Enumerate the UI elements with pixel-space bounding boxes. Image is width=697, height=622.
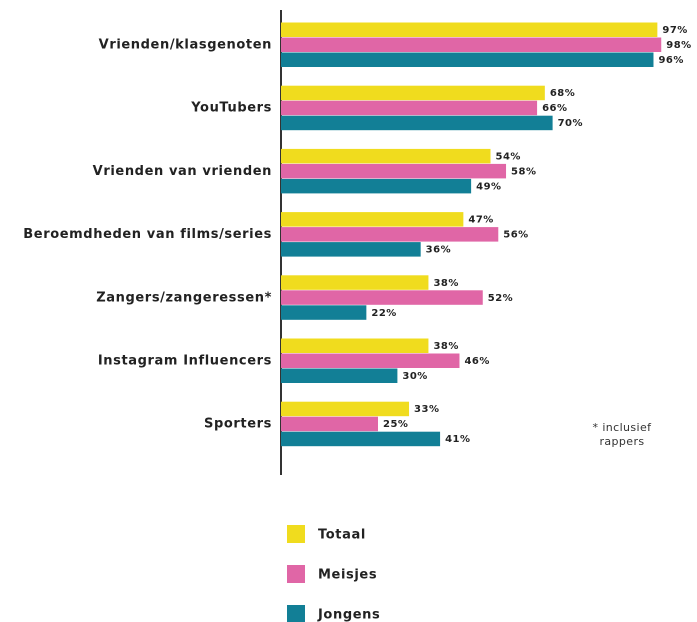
- bar: [281, 305, 367, 320]
- value-label: 52%: [488, 293, 513, 304]
- bar: [281, 353, 460, 368]
- legend-label: Totaal: [318, 528, 366, 543]
- legend-swatch: [287, 605, 305, 622]
- category-label: Zangers/zangeressen*: [96, 290, 272, 305]
- bar: [281, 37, 662, 52]
- legend-swatch: [287, 565, 305, 583]
- value-label: 46%: [464, 356, 489, 367]
- value-label: 36%: [426, 245, 451, 256]
- category-label: Vrienden van vrienden: [93, 164, 272, 179]
- value-label: 96%: [658, 55, 683, 66]
- value-label: 30%: [402, 371, 427, 382]
- bar: [281, 52, 654, 67]
- bar: [281, 242, 421, 257]
- category-label: Beroemdheden van films/series: [23, 227, 272, 242]
- value-label: 98%: [666, 40, 691, 51]
- bar: [281, 163, 507, 179]
- value-label: 58%: [511, 166, 536, 177]
- category-label: Vrienden/klasgenoten: [99, 38, 272, 53]
- bar: [281, 148, 491, 164]
- bar: [281, 115, 553, 131]
- category-label: Instagram Influencers: [98, 354, 272, 369]
- value-label: 49%: [476, 181, 501, 192]
- bar: [281, 290, 483, 305]
- value-label: 56%: [503, 230, 528, 241]
- legend-swatch: [287, 525, 305, 543]
- legend-label: Jongens: [317, 608, 380, 622]
- bar: [281, 85, 545, 101]
- bar: [281, 338, 429, 353]
- value-label: 38%: [433, 278, 458, 289]
- bar: [281, 275, 429, 290]
- bar: [281, 416, 378, 432]
- value-label: 54%: [496, 151, 521, 162]
- category-label: Sporters: [204, 417, 272, 432]
- bar: [281, 401, 410, 417]
- legend-label: Meisjes: [318, 568, 377, 583]
- bar: [281, 100, 538, 116]
- bar: [281, 178, 472, 194]
- value-label: 41%: [445, 434, 470, 445]
- value-label: 47%: [468, 215, 493, 226]
- value-label: 33%: [414, 404, 439, 415]
- bar: [281, 368, 398, 383]
- value-label: 68%: [550, 88, 575, 99]
- value-label: 38%: [433, 341, 458, 352]
- value-label: 22%: [371, 308, 396, 319]
- bar: [281, 431, 441, 447]
- bar: [281, 22, 658, 37]
- bar: [281, 212, 464, 227]
- annotation: * inclusief rappers: [592, 421, 652, 448]
- value-label: 66%: [542, 103, 567, 114]
- value-label: 25%: [383, 419, 408, 430]
- bar: [281, 227, 499, 242]
- value-label: 70%: [558, 118, 583, 129]
- category-label: YouTubers: [190, 101, 272, 116]
- value-label: 97%: [662, 25, 687, 36]
